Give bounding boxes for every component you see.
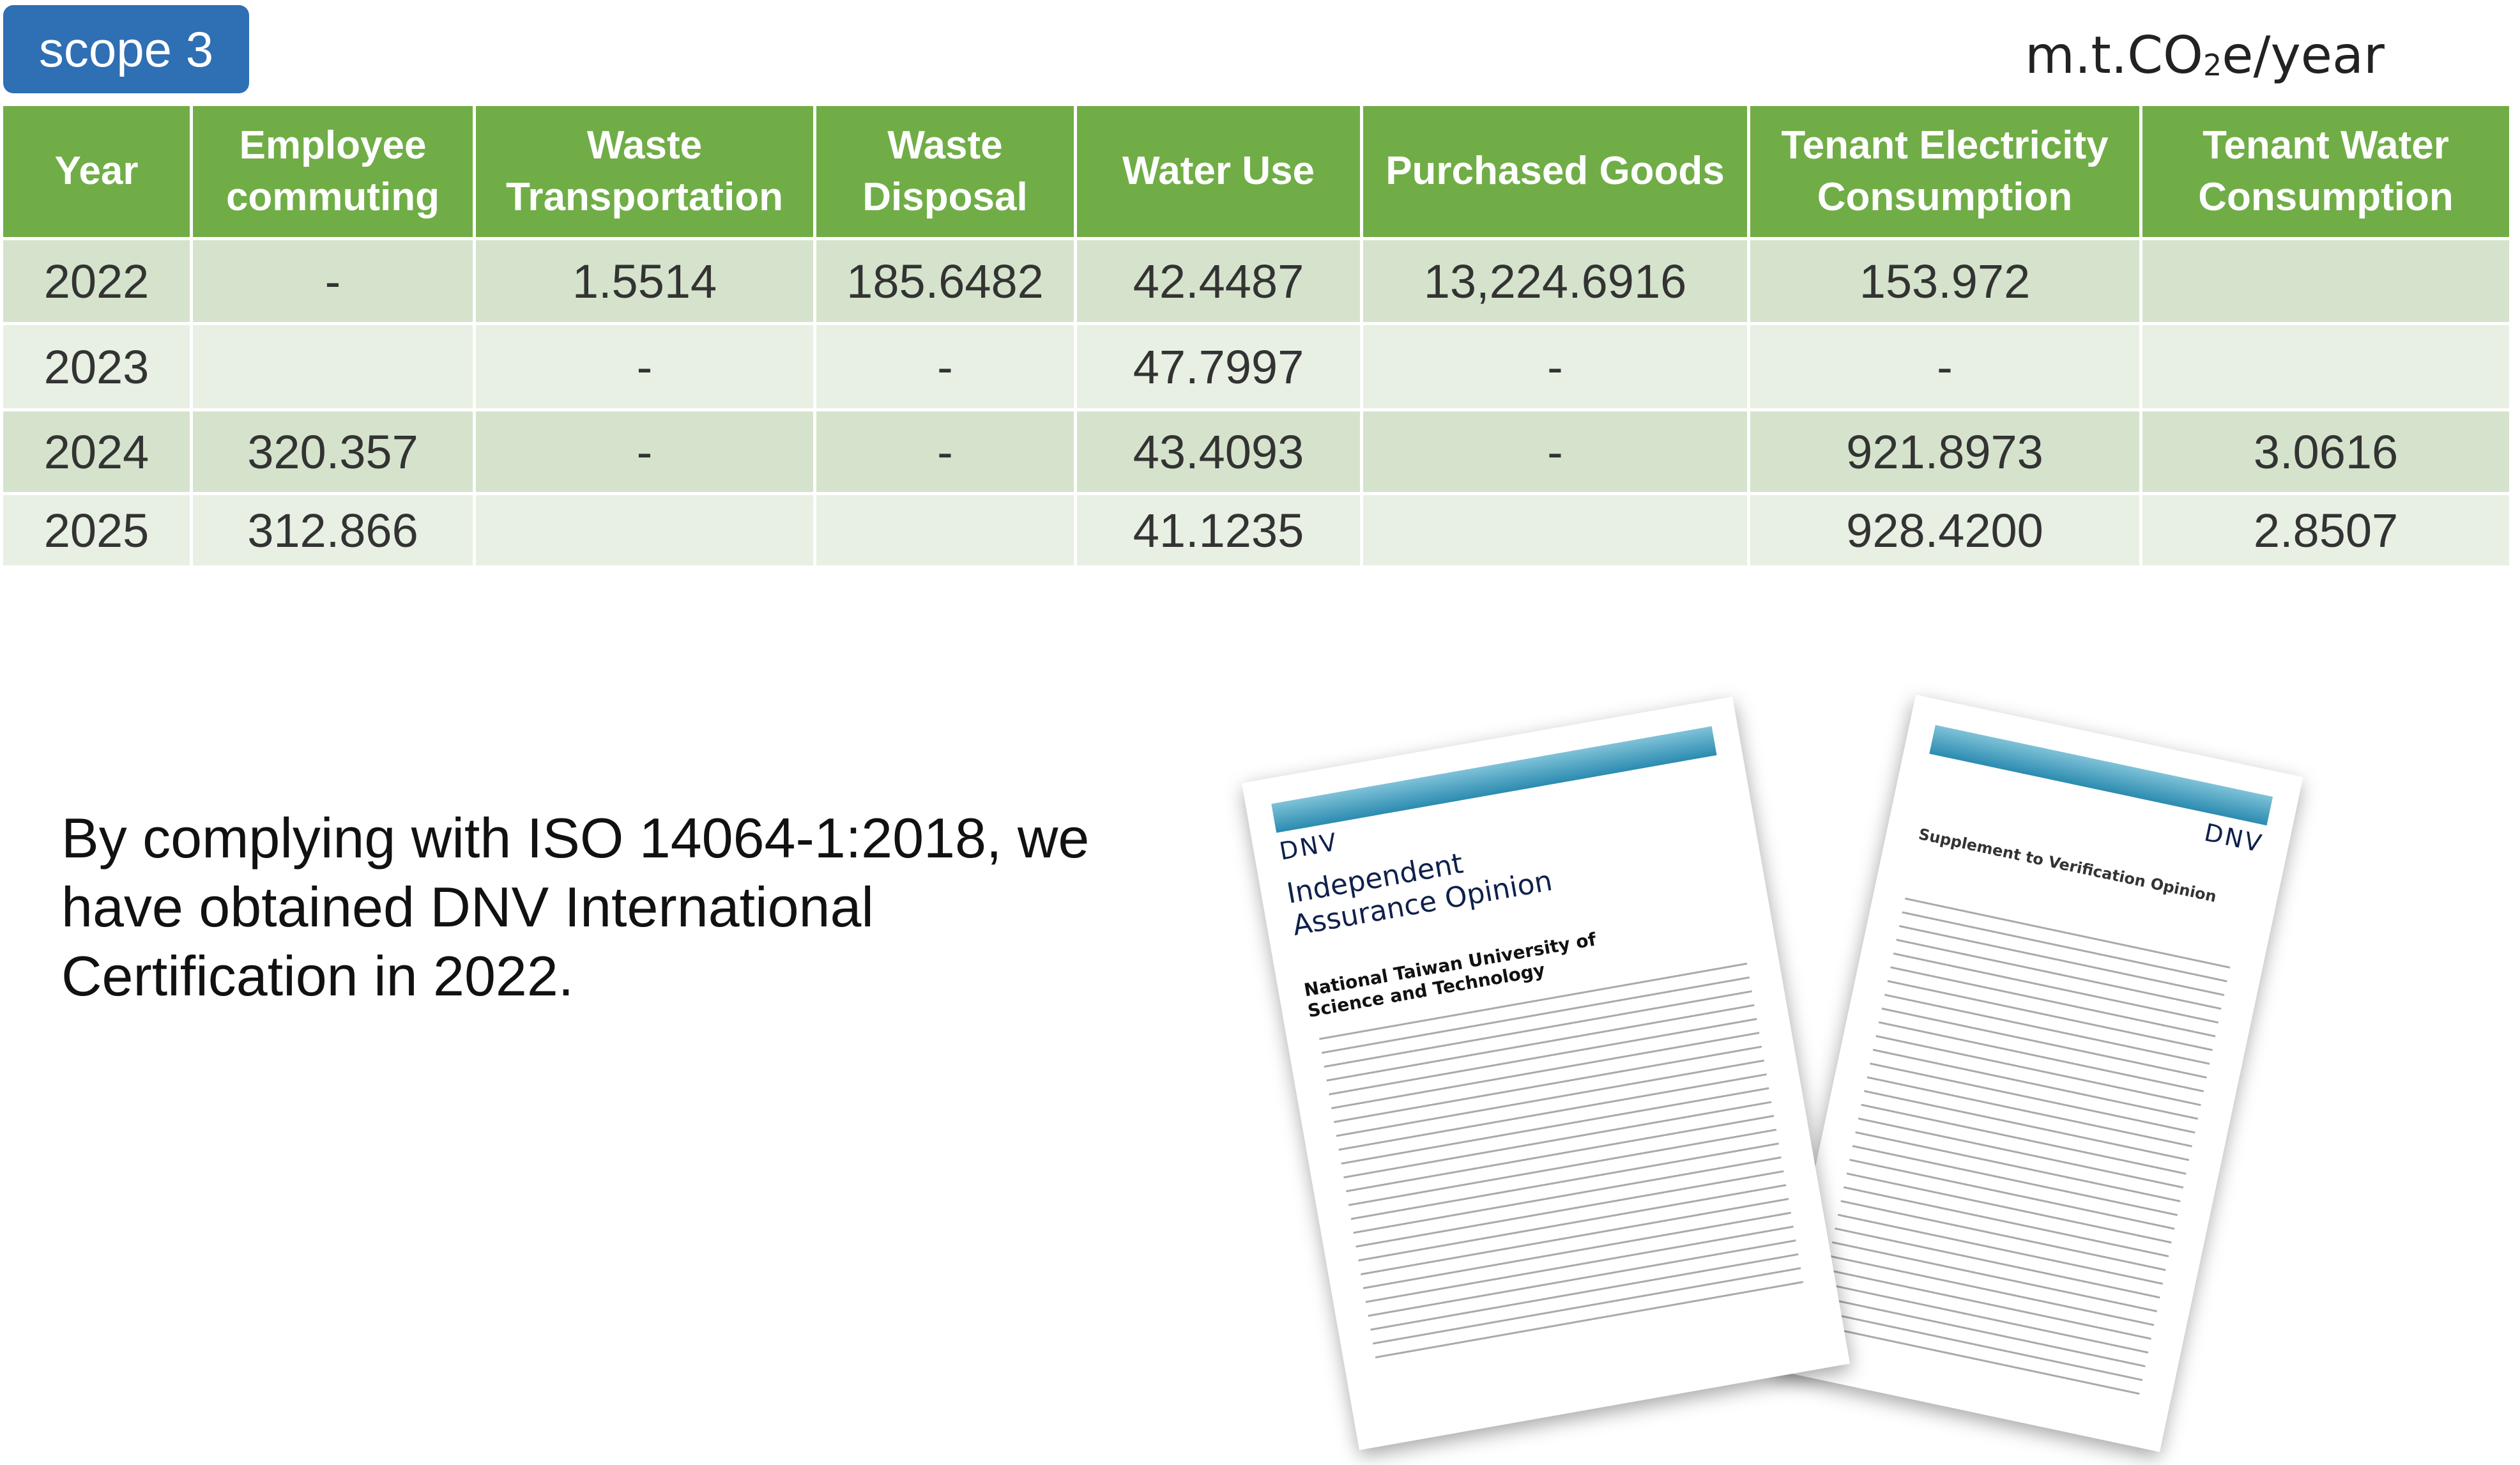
table-cell: [2142, 240, 2509, 322]
doc-text-lines: [1317, 953, 1806, 1369]
document-supplement: DNV Supplement to Verification Opinion: [1772, 694, 2303, 1452]
table-cell: -: [476, 325, 813, 408]
table-cell: 2022: [3, 240, 190, 322]
table-cell: 185.6482: [816, 240, 1074, 322]
header-cell: Purchased Goods: [1363, 106, 1747, 237]
table-cell: [193, 325, 473, 408]
table-cell: -: [816, 411, 1074, 492]
table-cell: 320.357: [193, 411, 473, 492]
header-cell: Tenant Electricity Consumption: [1750, 106, 2139, 237]
doc-text-lines: [1814, 889, 2233, 1396]
table-cell: 43.4093: [1077, 411, 1360, 492]
text-line: have obtained DNV International: [61, 875, 874, 939]
table-cell: [2142, 325, 2509, 408]
header-cell: Employee commuting: [193, 106, 473, 237]
table-cell: -: [476, 411, 813, 492]
unit-rest: e/year: [2222, 26, 2385, 85]
table-cell: -: [1750, 325, 2139, 408]
unit-label: m.t.CO2e/year: [2025, 26, 2385, 85]
text-line: Certification in 2022.: [61, 944, 574, 1008]
table-cell: 2024: [3, 411, 190, 492]
unit-main: m.t.CO: [2025, 26, 2203, 85]
table-cell: 2023: [3, 325, 190, 408]
table-cell: 153.972: [1750, 240, 2139, 322]
table-cell: 2025: [3, 495, 190, 565]
text-line: By complying with ISO 14064-1:2018, we: [61, 806, 1090, 870]
table-cell: 921.8973: [1750, 411, 2139, 492]
table-cell: 47.7997: [1077, 325, 1360, 408]
table-cell: 2.8507: [2142, 495, 2509, 565]
table-cell: [816, 495, 1074, 565]
scope-badge: scope 3: [3, 5, 249, 93]
table-cell: -: [1363, 411, 1747, 492]
header-cell: Tenant Water Consumption: [2142, 106, 2509, 237]
emissions-table: Year Employee commuting Waste Transportati…: [3, 106, 2509, 565]
table-cell: -: [193, 240, 473, 322]
table-cell: 41.1235: [1077, 495, 1360, 565]
table-cell: 13,224.6916: [1363, 240, 1747, 322]
table-cell: 3.0616: [2142, 411, 2509, 492]
table-cell: [476, 495, 813, 565]
unit-subscript: 2: [2203, 48, 2222, 82]
table-cell: -: [816, 325, 1074, 408]
header-cell: Year: [3, 106, 190, 237]
table-cell: 928.4200: [1750, 495, 2139, 565]
header-cell: Water Use: [1077, 106, 1360, 237]
table-cell: 1.5514: [476, 240, 813, 322]
header-cell: Waste Disposal: [816, 106, 1074, 237]
table-cell: [1363, 495, 1747, 565]
table-cell: 42.4487: [1077, 240, 1360, 322]
certification-text: By complying with ISO 14064-1:2018, we ha…: [61, 804, 1089, 1011]
header-cell: Waste Transportation: [476, 106, 813, 237]
document-opinion: DNV Independent Assurance Opinion Nation…: [1241, 696, 1851, 1450]
table-cell: 312.866: [193, 495, 473, 565]
table-cell: -: [1363, 325, 1747, 408]
